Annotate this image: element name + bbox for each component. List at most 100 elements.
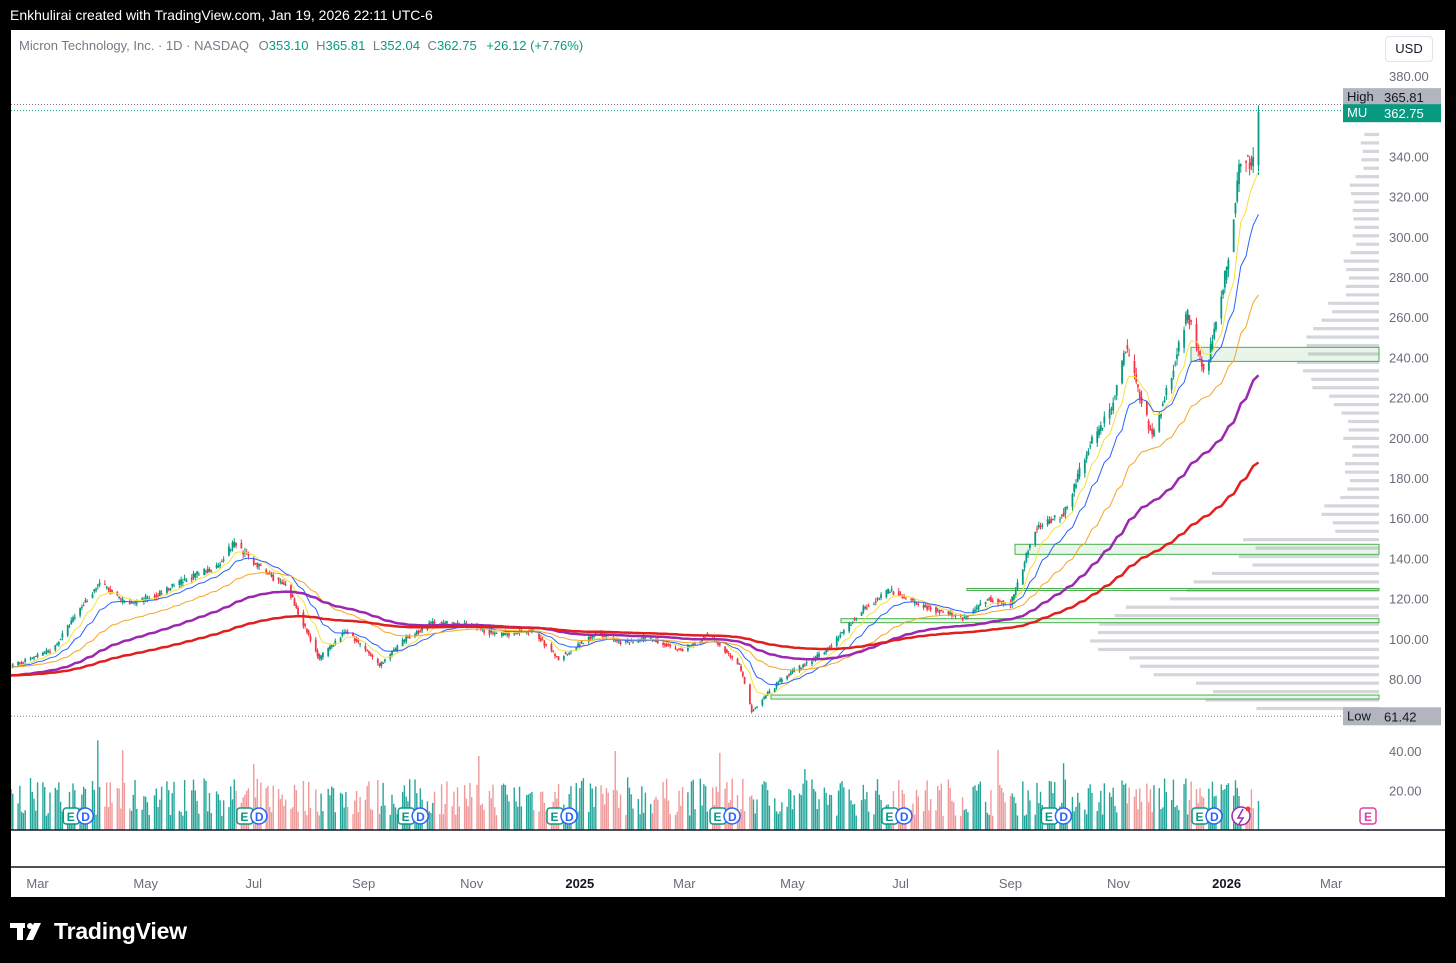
currency-button[interactable]: USD — [1385, 36, 1433, 62]
volume-profile-bar — [1252, 563, 1379, 567]
low-value: 352.04 — [380, 38, 420, 53]
volume-profile-bar — [1153, 673, 1379, 677]
candle-body — [578, 644, 581, 646]
candle-body — [1209, 344, 1212, 361]
candle-body — [339, 637, 342, 642]
candle-body — [203, 568, 206, 576]
volume-bar — [331, 786, 333, 830]
volume-bar — [442, 814, 445, 830]
candle-body — [724, 646, 727, 653]
volume-bar — [541, 791, 544, 830]
dividend-badge-label: D — [255, 810, 264, 824]
volume-bar — [699, 778, 702, 830]
candle-body — [653, 640, 656, 642]
volume-bar — [309, 807, 312, 830]
volume-bar — [938, 790, 941, 830]
candle-body — [616, 640, 618, 642]
volume-bar — [864, 799, 866, 830]
candle-body — [717, 642, 719, 645]
candle-body — [119, 598, 122, 600]
candle-body — [541, 639, 544, 641]
candle-body — [1128, 354, 1131, 356]
candle-body — [580, 641, 583, 644]
candle-body — [1016, 582, 1019, 589]
candle-body — [132, 602, 135, 604]
volume-bar — [322, 811, 324, 830]
volume-bar — [1185, 778, 1187, 830]
candle-body — [1239, 163, 1242, 167]
volume-bar — [774, 798, 776, 830]
dividend-badge-label: D — [728, 810, 737, 824]
volume-bar — [669, 813, 671, 830]
candle-body — [555, 656, 558, 658]
earnings-badge-label: E — [714, 810, 722, 824]
candle-body — [913, 602, 916, 604]
candle-body — [380, 661, 383, 666]
candle-body — [327, 648, 330, 656]
open-label: O — [258, 38, 269, 53]
candle-body — [33, 657, 35, 659]
candle-body — [392, 649, 395, 652]
candle-body — [330, 644, 333, 648]
candle-body — [1121, 360, 1123, 384]
volume-bar — [290, 808, 292, 830]
candle-body — [1041, 525, 1044, 527]
volume-bar — [665, 778, 668, 830]
candle-body — [231, 542, 234, 549]
chart-panel[interactable]: 80.00 100.00 120.00 140.00 160.00 180.00 200.0… — [11, 30, 1445, 897]
candle-body — [86, 601, 89, 603]
volume-bar — [531, 791, 533, 830]
last-price-marker-label-bg — [1343, 104, 1379, 123]
volume-bar — [1128, 787, 1130, 830]
candle-body — [368, 651, 370, 654]
volume-bar — [694, 809, 696, 830]
volume-bar — [192, 779, 195, 830]
volume-bar — [875, 790, 877, 830]
earnings-badge-label: E — [551, 810, 559, 824]
volume-bar — [841, 781, 843, 830]
candle-body — [1232, 219, 1235, 252]
volume-bar — [1039, 791, 1042, 830]
volume-bar — [974, 785, 976, 830]
volume-bar — [662, 781, 664, 830]
volume-bar — [143, 796, 145, 830]
volume-profile-bar — [1302, 369, 1379, 373]
volume-bar — [109, 782, 111, 830]
tradingview-logo-icon — [10, 923, 41, 940]
candle-body — [1170, 378, 1173, 390]
ma-line-ema200 — [11, 461, 1260, 677]
dividend-badge — [1054, 807, 1073, 825]
volume-profile-bar — [1098, 647, 1379, 652]
candle-body — [208, 568, 211, 572]
volume-bar — [458, 806, 461, 830]
volume-profile-bar — [1345, 284, 1379, 289]
volume-bar — [334, 812, 336, 830]
candle-body — [1046, 519, 1049, 525]
volume-bar — [1224, 789, 1226, 830]
candle-body — [178, 580, 181, 585]
candle-body — [1122, 353, 1125, 365]
volume-profile-bar — [1256, 706, 1379, 711]
candle-body — [109, 588, 112, 593]
candle-body — [577, 643, 579, 647]
volume-bar — [912, 803, 914, 830]
volume-bar — [432, 802, 434, 830]
volume-bar — [664, 798, 666, 830]
volume-bar — [409, 779, 411, 830]
dividend-badge — [76, 807, 94, 825]
volume-bar — [914, 814, 916, 830]
candle-body — [205, 570, 207, 572]
ma-line-ema100 — [11, 374, 1260, 677]
time-tick-label: May — [780, 876, 805, 891]
candle-body — [1207, 361, 1210, 371]
price-chart[interactable]: 80.00 100.00 120.00 140.00 160.00 180.00 200.0… — [11, 30, 1445, 897]
candle-body — [788, 674, 790, 676]
candle-body — [383, 659, 386, 662]
candle-body — [369, 653, 372, 656]
candle-body — [84, 600, 87, 603]
volume-bar — [130, 810, 133, 830]
time-tick-label: Sep — [352, 876, 375, 891]
volume-bar — [320, 793, 322, 830]
volume-bar — [433, 791, 436, 830]
candle-body — [880, 594, 882, 598]
